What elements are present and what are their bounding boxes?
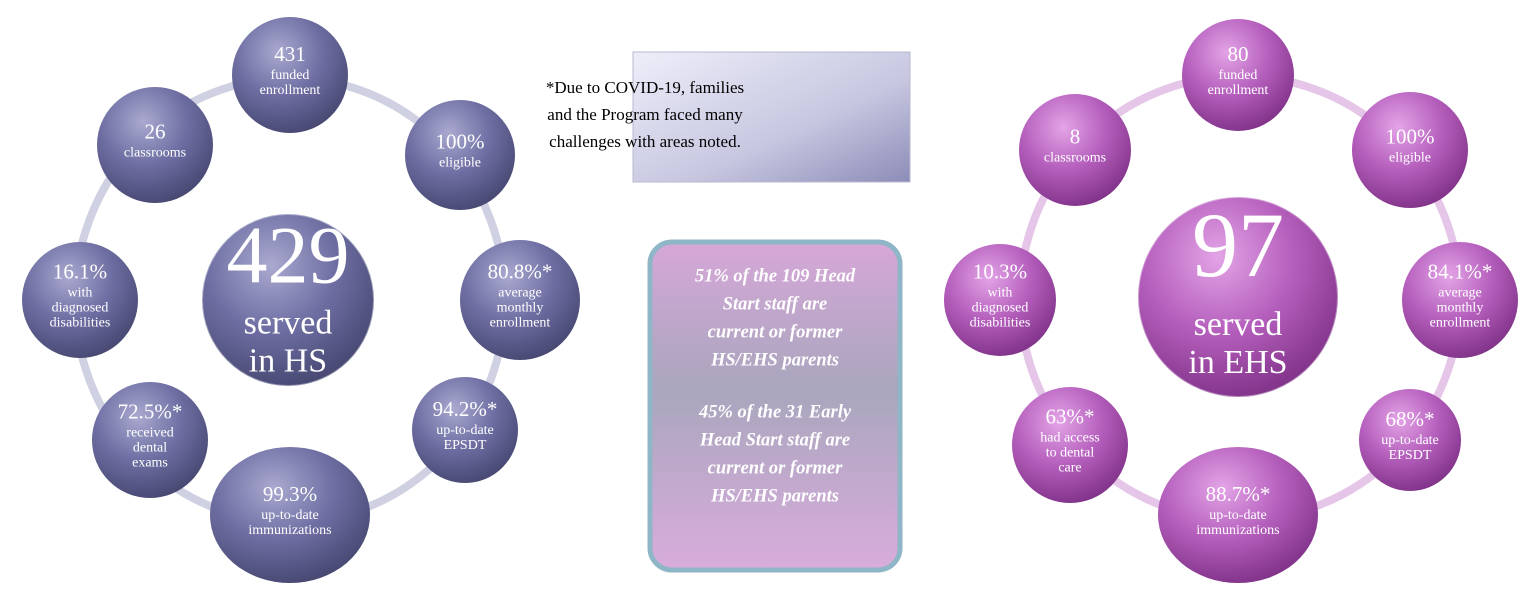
stat-label: had access xyxy=(1040,431,1099,446)
stat-value: 68%* xyxy=(1386,407,1435,431)
stat-label: monthly xyxy=(1437,301,1484,316)
stat-bubble xyxy=(944,244,1056,356)
stat-bubble xyxy=(1019,94,1131,206)
stat-value: 72.5%* xyxy=(118,399,183,423)
stat-value: 99.3% xyxy=(263,482,317,506)
stat-bubble xyxy=(92,382,208,498)
stat-value: 88.7%* xyxy=(1206,482,1271,506)
stat-value: 84.1%* xyxy=(1428,259,1493,283)
stat-label: enrollment xyxy=(490,316,551,331)
stat-label: eligible xyxy=(1389,151,1431,166)
stat-label: care xyxy=(1058,461,1081,476)
stat-label: diagnosed xyxy=(52,301,109,316)
stat-bubble xyxy=(210,447,370,583)
stat-label: classrooms xyxy=(124,146,186,161)
stat-label: with xyxy=(988,286,1013,301)
stat-bubble xyxy=(1158,447,1318,583)
center-label: served xyxy=(1194,306,1283,343)
stat-label: average xyxy=(1438,286,1482,301)
stat-label: classrooms xyxy=(1044,151,1106,166)
stat-bubble xyxy=(412,377,518,483)
center-label: in EHS xyxy=(1188,344,1287,381)
stat-bubble xyxy=(1012,387,1128,503)
stat-label: enrollment xyxy=(1430,316,1491,331)
stat-value: 8 xyxy=(1070,124,1081,148)
center-number: 429 xyxy=(227,210,350,301)
stat-label: with xyxy=(68,286,93,301)
stat-bubble xyxy=(232,17,348,133)
stat-bubble xyxy=(1402,242,1518,358)
staff-line: current or former xyxy=(708,322,843,342)
stat-label: up-to-date xyxy=(436,423,494,438)
stat-label: funded xyxy=(271,68,310,83)
center-label: in HS xyxy=(249,343,327,380)
stat-label: eligible xyxy=(439,156,481,171)
stat-value: 26 xyxy=(145,119,166,143)
stat-label: exams xyxy=(132,456,168,471)
stat-value: 16.1% xyxy=(53,259,107,283)
stat-label: up-to-date xyxy=(261,508,319,523)
stat-label: up-to-date xyxy=(1209,508,1267,523)
stat-value: 80 xyxy=(1228,42,1249,66)
stat-label: diagnosed xyxy=(972,301,1029,316)
note-line: *Due to COVID-19, families xyxy=(546,78,744,97)
stat-label: average xyxy=(498,286,542,301)
stat-bubble xyxy=(460,240,580,360)
stat-label: disabilities xyxy=(50,316,111,331)
staff-line: Head Start staff are xyxy=(699,430,850,450)
staff-line: current or former xyxy=(708,458,843,478)
note-line: and the Program faced many xyxy=(547,105,743,124)
stat-value: 80.8%* xyxy=(488,259,553,283)
content: 431fundedenrollment100%eligible80.8%*ave… xyxy=(22,17,1518,583)
center-label: served xyxy=(244,305,333,342)
staff-line: Start staff are xyxy=(723,294,828,314)
center-bubble xyxy=(201,213,375,387)
staff-line: 51% of the 109 Head xyxy=(695,266,856,286)
stat-bubble xyxy=(1182,19,1294,131)
stat-bubble xyxy=(97,87,213,203)
stat-value: 100% xyxy=(436,129,485,153)
stat-label: received xyxy=(126,426,173,441)
staff-line: HS/EHS parents xyxy=(710,486,839,506)
stat-bubble xyxy=(22,242,138,358)
note-box xyxy=(632,51,911,183)
staff-box xyxy=(647,239,903,573)
stat-label: disabilities xyxy=(970,316,1031,331)
stat-label: EPSDT xyxy=(1389,448,1432,463)
stat-label: dental xyxy=(133,441,167,456)
center-bubble xyxy=(1137,196,1339,398)
stat-value: 94.2%* xyxy=(433,397,498,421)
stat-value: 10.3% xyxy=(973,259,1027,283)
stat-bubble xyxy=(405,100,515,210)
stat-label: to dental xyxy=(1046,446,1095,461)
center-number: 97 xyxy=(1192,194,1284,296)
stat-label: monthly xyxy=(497,301,544,316)
staff-line: HS/EHS parents xyxy=(710,350,839,370)
stat-label: immunizations xyxy=(248,523,331,538)
note-line: challenges with areas noted. xyxy=(549,132,741,151)
stat-value: 431 xyxy=(274,42,306,66)
stat-bubble xyxy=(1359,389,1461,491)
stat-bubble xyxy=(1352,92,1468,208)
stat-label: immunizations xyxy=(1196,523,1279,538)
stat-label: enrollment xyxy=(260,83,321,98)
stat-value: 100% xyxy=(1386,124,1435,148)
stat-label: funded xyxy=(1219,68,1258,83)
stat-value: 63%* xyxy=(1046,404,1095,428)
stat-label: enrollment xyxy=(1208,83,1269,98)
stat-label: EPSDT xyxy=(444,438,487,453)
staff-line: 45% of the 31 Early xyxy=(698,402,852,422)
stat-label: up-to-date xyxy=(1381,433,1439,448)
